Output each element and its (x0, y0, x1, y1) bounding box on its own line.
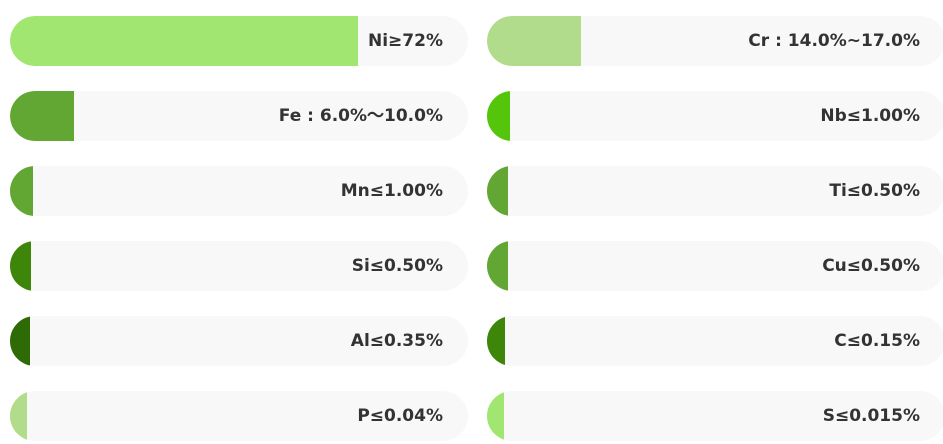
composition-bar-c: C≤0.15% (487, 316, 943, 366)
composition-bar-si: Si≤0.50% (10, 241, 468, 291)
composition-fill-p (10, 391, 27, 441)
composition-label-al: Al≤0.35% (350, 331, 443, 351)
composition-bar-s: S≤0.015% (487, 391, 943, 441)
composition-label-s: S≤0.015% (822, 406, 920, 426)
composition-fill-ti (487, 166, 508, 216)
composition-label-ni: Ni≥72% (368, 31, 443, 51)
composition-label-mn: Mn≤1.00% (340, 181, 443, 201)
composition-label-cu: Cu≤0.50% (822, 256, 920, 276)
composition-label-nb: Nb≤1.00% (820, 106, 920, 126)
composition-fill-nb (487, 91, 510, 141)
composition-fill-fe (10, 91, 75, 141)
composition-bar-ni: Ni≥72% (10, 16, 468, 66)
composition-label-p: P≤0.04% (357, 406, 443, 426)
composition-label-si: Si≤0.50% (351, 256, 443, 276)
composition-label-cr: Cr : 14.0%~17.0% (748, 31, 920, 51)
composition-label-c: C≤0.15% (834, 331, 920, 351)
composition-label-ti: Ti≤0.50% (829, 181, 920, 201)
composition-bar-al: Al≤0.35% (10, 316, 468, 366)
composition-fill-ni (10, 16, 359, 66)
composition-label-fe: Fe : 6.0%～10.0% (278, 106, 443, 126)
composition-fill-si (10, 241, 31, 291)
composition-bar-nb: Nb≤1.00% (487, 91, 943, 141)
composition-fill-cr (487, 16, 581, 66)
composition-bar-cr: Cr : 14.0%~17.0% (487, 16, 943, 66)
composition-fill-s (487, 391, 504, 441)
composition-fill-c (487, 316, 506, 366)
composition-fill-mn (10, 166, 33, 216)
composition-bar-p: P≤0.04% (10, 391, 468, 441)
composition-bar-mn: Mn≤1.00% (10, 166, 468, 216)
composition-fill-cu (487, 241, 508, 291)
composition-bar-cu: Cu≤0.50% (487, 241, 943, 291)
composition-fill-al (10, 316, 30, 366)
composition-bar-ti: Ti≤0.50% (487, 166, 943, 216)
composition-bar-fe: Fe : 6.0%～10.0% (10, 91, 468, 141)
